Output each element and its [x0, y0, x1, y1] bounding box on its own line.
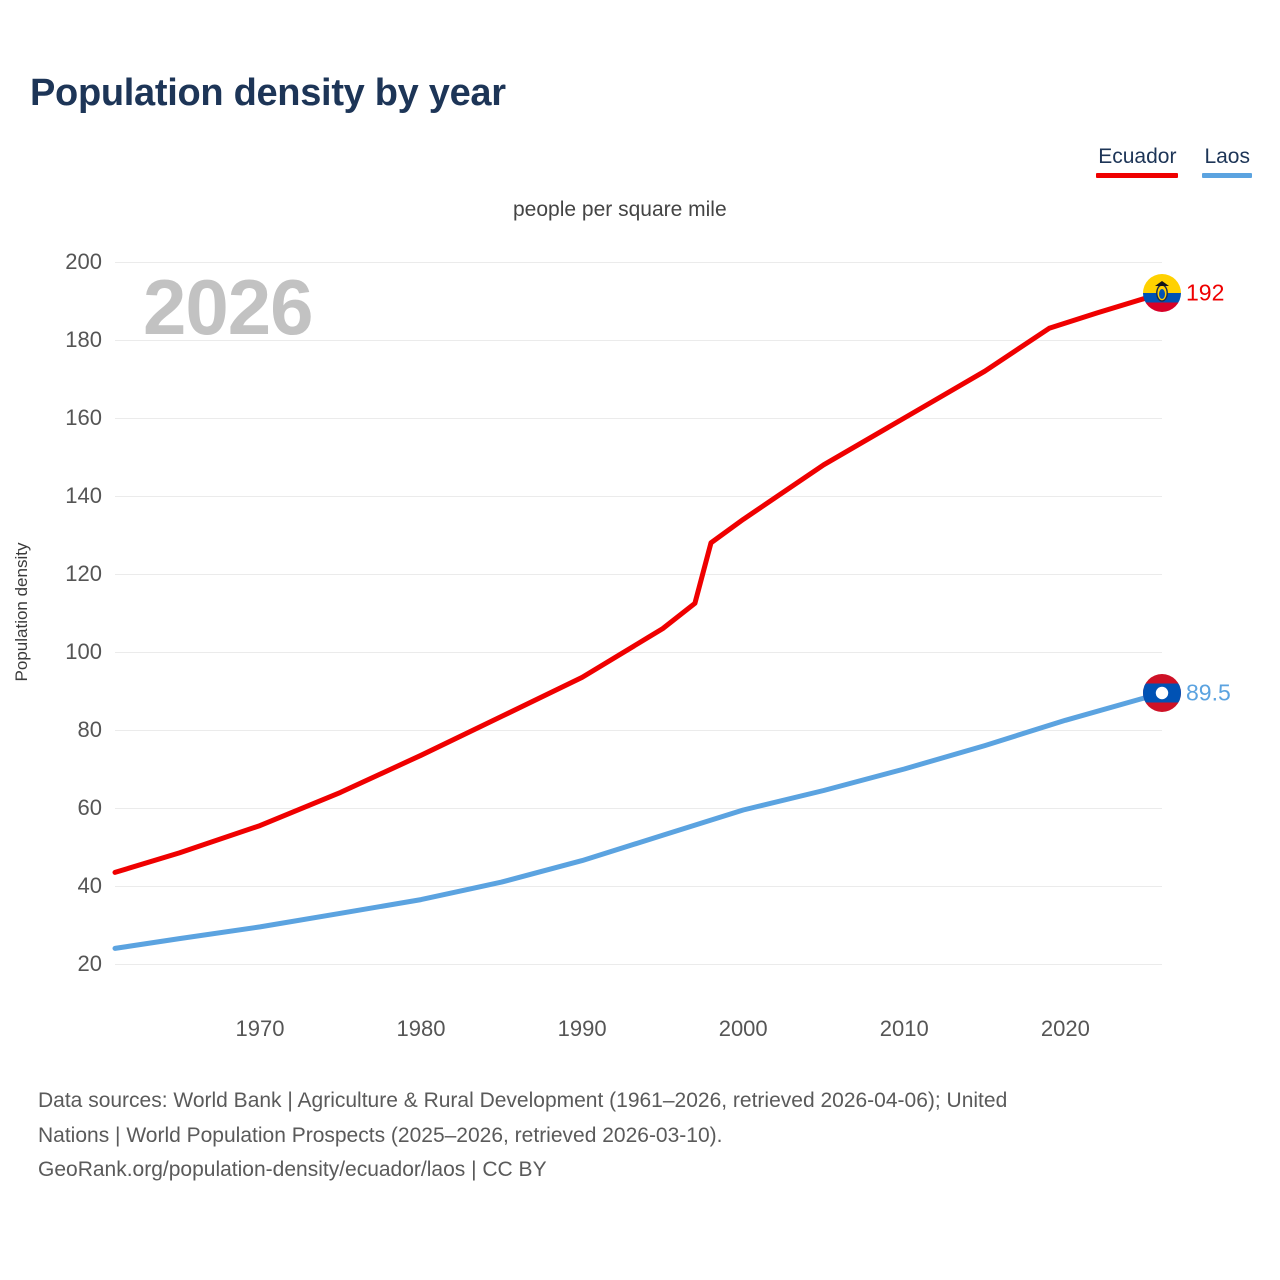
- legend-item-ecuador[interactable]: Ecuador: [1096, 145, 1179, 179]
- x-tick-label: 2020: [1040, 1016, 1090, 1041]
- y-tick-label: 200: [65, 249, 102, 274]
- legend-item-laos[interactable]: Laos: [1202, 145, 1252, 179]
- gridline: [115, 418, 1162, 419]
- gridline: [115, 808, 1162, 809]
- laos-value-label: 89.5: [1186, 679, 1231, 706]
- line-series-laos: [112, 690, 1165, 951]
- chart-legend: Ecuador Laos: [1096, 145, 1252, 179]
- year-watermark: 2026: [143, 263, 314, 351]
- footer-sources: Data sources: World Bank | Agriculture &…: [38, 1085, 1268, 1189]
- y-tick-label: 60: [77, 795, 102, 820]
- page-title: Population density by year: [30, 72, 506, 114]
- legend-label-laos: Laos: [1204, 145, 1250, 168]
- legend-rule-laos: [1202, 173, 1252, 179]
- x-tick-label: 2000: [718, 1016, 768, 1041]
- gridline: [115, 730, 1162, 731]
- y-tick-label: 100: [65, 639, 102, 664]
- footer-line-2: Nations | World Population Prospects (20…: [38, 1123, 723, 1147]
- gridline: [115, 340, 1162, 341]
- y-tick-label: 80: [77, 717, 102, 742]
- x-tick-label: 1990: [557, 1016, 607, 1041]
- y-tick-label: 180: [65, 327, 102, 352]
- line-series-ecuador: [112, 290, 1165, 875]
- y-tick-label: 40: [77, 873, 102, 898]
- y-tick-label: 20: [77, 951, 102, 976]
- gridline: [115, 652, 1162, 653]
- x-tick-label: 2010: [879, 1016, 929, 1041]
- laos-flag-icon: [1143, 673, 1181, 712]
- x-tick-label: 1980: [396, 1016, 446, 1041]
- footer-line-1: Data sources: World Bank | Agriculture &…: [38, 1089, 1008, 1112]
- gridline: [115, 496, 1162, 497]
- gridline: [115, 262, 1162, 263]
- gridline: [115, 964, 1162, 965]
- y-tick-label: 140: [65, 483, 102, 508]
- legend-rule-ecuador: [1096, 173, 1179, 179]
- footer-line-3: GeoRank.org/population-density/ecuador/l…: [38, 1158, 547, 1182]
- gridline: [115, 886, 1162, 887]
- y-tick-label: 160: [65, 405, 102, 430]
- y-tick-label: 120: [65, 561, 102, 586]
- ecuador-value-label: 192: [1186, 279, 1225, 306]
- x-tick-label: 1970: [235, 1016, 285, 1041]
- chart-subtitle: people per square mile: [513, 198, 727, 221]
- legend-label-ecuador: Ecuador: [1098, 145, 1177, 168]
- gridline: [115, 574, 1162, 575]
- ecuador-flag-icon: [1143, 274, 1181, 313]
